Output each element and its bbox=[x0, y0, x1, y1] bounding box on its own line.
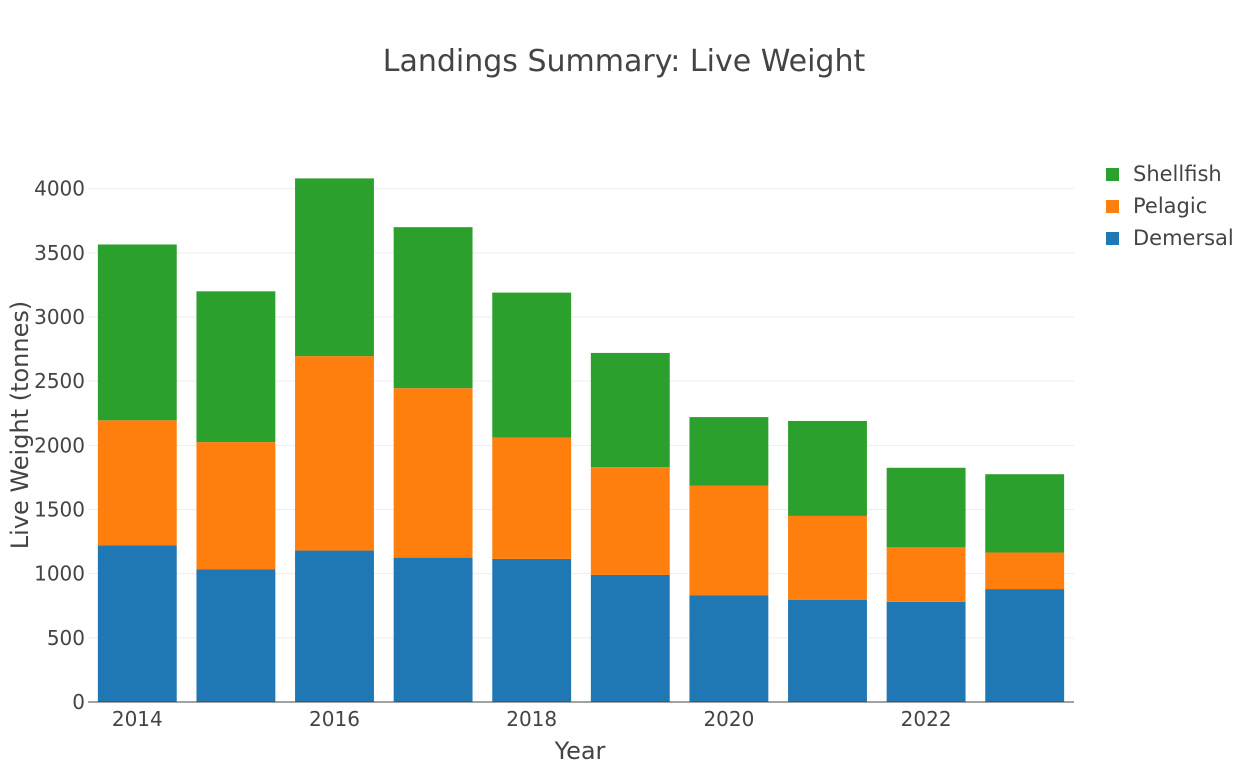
bar-demersal-2020[interactable] bbox=[689, 595, 769, 702]
bar-pelagic-2023[interactable] bbox=[985, 552, 1065, 590]
bar-demersal-2023[interactable] bbox=[985, 589, 1065, 702]
x-tick-label: 2020 bbox=[703, 707, 754, 731]
bar-shellfish-2017[interactable] bbox=[393, 227, 473, 389]
x-tick-label: 2016 bbox=[309, 707, 360, 731]
bar-pelagic-2016[interactable] bbox=[295, 356, 374, 551]
y-tick-label: 500 bbox=[47, 626, 85, 650]
bar-shellfish-2018[interactable] bbox=[492, 292, 572, 438]
y-axis-title: Live Weight (tonnes) bbox=[6, 301, 34, 549]
y-tick-label: 1000 bbox=[34, 562, 85, 586]
chart-title: Landings Summary: Live Weight bbox=[382, 44, 866, 79]
legend-item-shellfish[interactable]: Shellfish bbox=[1106, 158, 1234, 190]
bar-pelagic-2021[interactable] bbox=[788, 515, 867, 600]
bar-pelagic-2022[interactable] bbox=[886, 547, 966, 602]
bar-pelagic-2019[interactable] bbox=[590, 467, 670, 575]
y-tick-label: 4000 bbox=[34, 177, 85, 201]
bar-demersal-2022[interactable] bbox=[886, 601, 966, 702]
y-axis-ticks: 0 500 1000 1500 2000 2500 3000 3500 4000 bbox=[34, 177, 85, 714]
y-tick-label: 0 bbox=[72, 690, 85, 714]
bar-demersal-2021[interactable] bbox=[788, 599, 867, 702]
bar-pelagic-2017[interactable] bbox=[393, 388, 473, 558]
legend-label: Pelagic bbox=[1133, 194, 1208, 218]
x-axis-title: Year bbox=[554, 737, 606, 765]
bar-pelagic-2020[interactable] bbox=[689, 485, 769, 596]
bars bbox=[97, 178, 1065, 702]
y-tick-label: 2500 bbox=[34, 369, 85, 393]
x-tick-label: 2022 bbox=[901, 707, 952, 731]
y-tick-label: 2000 bbox=[34, 433, 85, 457]
legend-label: Demersal bbox=[1133, 226, 1234, 250]
bar-pelagic-2015[interactable] bbox=[196, 442, 276, 570]
bar-shellfish-2022[interactable] bbox=[886, 467, 966, 548]
bar-pelagic-2018[interactable] bbox=[492, 437, 572, 559]
bar-demersal-2018[interactable] bbox=[492, 558, 572, 702]
bar-demersal-2014[interactable] bbox=[97, 545, 177, 702]
bar-shellfish-2023[interactable] bbox=[985, 474, 1065, 553]
bar-shellfish-2014[interactable] bbox=[97, 244, 177, 421]
legend: Shellfish Pelagic Demersal bbox=[1106, 158, 1234, 254]
legend-swatch-pelagic bbox=[1106, 199, 1119, 213]
bar-shellfish-2015[interactable] bbox=[196, 291, 276, 443]
x-axis-ticks: 2014 2016 2018 2020 2022 bbox=[112, 707, 952, 731]
bar-demersal-2019[interactable] bbox=[590, 574, 670, 702]
legend-swatch-demersal bbox=[1106, 231, 1119, 245]
bar-demersal-2016[interactable] bbox=[295, 550, 374, 702]
legend-item-pelagic[interactable]: Pelagic bbox=[1106, 190, 1234, 222]
y-tick-label: 3500 bbox=[34, 241, 85, 265]
y-tick-label: 3000 bbox=[34, 305, 85, 329]
bar-pelagic-2014[interactable] bbox=[97, 420, 177, 546]
bar-demersal-2017[interactable] bbox=[393, 557, 473, 702]
y-tick-label: 1500 bbox=[34, 498, 85, 522]
x-tick-label: 2018 bbox=[506, 707, 557, 731]
bar-shellfish-2019[interactable] bbox=[590, 352, 670, 468]
x-tick-label: 2014 bbox=[112, 707, 163, 731]
legend-item-demersal[interactable]: Demersal bbox=[1106, 222, 1234, 254]
bar-demersal-2015[interactable] bbox=[196, 569, 276, 702]
bar-shellfish-2020[interactable] bbox=[689, 417, 769, 486]
bar-shellfish-2021[interactable] bbox=[788, 420, 867, 516]
legend-swatch-shellfish bbox=[1106, 167, 1119, 181]
bar-shellfish-2016[interactable] bbox=[295, 178, 374, 357]
legend-label: Shellfish bbox=[1133, 162, 1222, 186]
